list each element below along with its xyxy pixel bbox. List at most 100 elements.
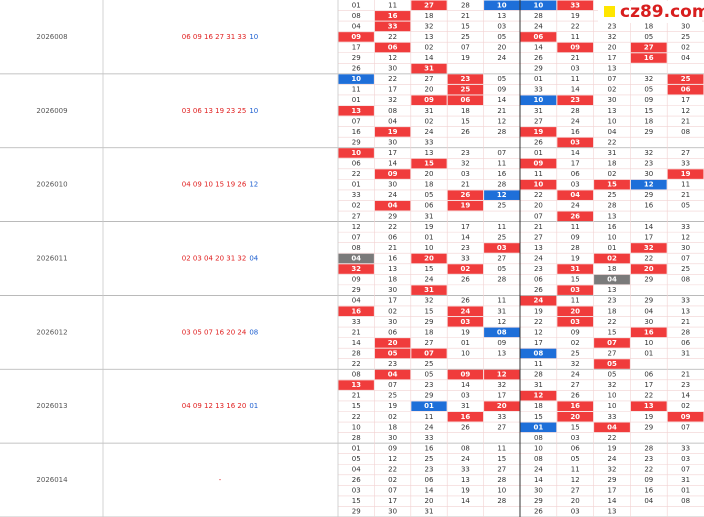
cell: 24 xyxy=(534,297,544,305)
highlight xyxy=(411,63,447,74)
cell: 22 xyxy=(644,466,653,474)
cell: 27 xyxy=(571,381,580,389)
cell: 06 xyxy=(571,444,580,452)
cell: 20 xyxy=(570,307,580,315)
cell: 17 xyxy=(388,86,397,94)
cell: 25 xyxy=(681,33,690,41)
cell: 16 xyxy=(425,444,434,452)
cell: 19 xyxy=(608,444,617,452)
cell: 14 xyxy=(608,497,617,505)
highlight xyxy=(557,42,594,53)
cell: 09 xyxy=(644,476,653,484)
cell: 25 xyxy=(681,265,690,273)
cell: 11 xyxy=(681,181,690,189)
highlight xyxy=(630,179,667,190)
cell: 08 xyxy=(388,107,397,115)
cell: 03 xyxy=(461,392,470,400)
cell: 30 xyxy=(388,138,397,146)
cell: 29 xyxy=(388,212,397,220)
blue-ball: 04 xyxy=(249,255,258,263)
cell: 12 xyxy=(571,476,580,484)
cell: 07 xyxy=(607,339,617,347)
highlight xyxy=(484,327,520,338)
cell: 10 xyxy=(534,181,544,189)
cell: 13 xyxy=(497,12,506,20)
winning-numbers: 03 06 13 19 23 25 10 xyxy=(182,107,259,115)
cell: 14 xyxy=(571,86,580,94)
cell: 13 xyxy=(681,307,690,315)
highlight xyxy=(520,179,557,190)
cell: 07 xyxy=(681,423,690,431)
cell: 02 xyxy=(388,413,397,421)
cell: 23 xyxy=(570,96,580,104)
cell: 18 xyxy=(644,22,653,30)
cell: 17 xyxy=(497,392,506,400)
highlight xyxy=(447,84,484,95)
cell: 11 xyxy=(425,413,434,421)
cell: 20 xyxy=(571,497,580,505)
cell: 03 xyxy=(497,22,506,30)
cell: 18 xyxy=(608,307,617,315)
cell: 33 xyxy=(425,434,434,442)
cell: 33 xyxy=(352,318,361,326)
red-balls: 02 03 04 20 31 32 xyxy=(182,255,247,263)
cell: 21 xyxy=(534,223,543,231)
cell: 04 xyxy=(644,497,653,505)
cell: 28 xyxy=(497,497,506,505)
cell: 24 xyxy=(534,22,543,30)
cell: 21 xyxy=(388,244,397,252)
cell: 04 xyxy=(570,191,580,199)
highlight xyxy=(374,369,411,380)
cell: 01 xyxy=(534,149,543,157)
cell: 08 xyxy=(534,455,543,463)
cell: 20 xyxy=(388,339,398,347)
cell: 11 xyxy=(534,170,543,178)
cell: 28 xyxy=(497,476,506,484)
cell: 16 xyxy=(461,413,471,421)
cell: 24 xyxy=(425,423,434,431)
cell: 22 xyxy=(571,22,580,30)
cell: 31 xyxy=(424,65,434,73)
cell: 10 xyxy=(351,149,361,157)
highlight xyxy=(520,348,557,359)
highlight xyxy=(338,380,374,390)
cell: 11 xyxy=(534,360,543,368)
cell: 29 xyxy=(425,318,434,326)
cell: 19 xyxy=(681,170,691,178)
cell: 27 xyxy=(534,233,543,241)
cell: 08 xyxy=(352,12,361,20)
cell: 21 xyxy=(681,117,690,125)
cell: 10 xyxy=(608,117,617,125)
cell: 26 xyxy=(534,508,543,516)
blue-ball: 10 xyxy=(249,107,258,115)
cell: 07 xyxy=(497,149,506,157)
cell: 30 xyxy=(534,487,543,495)
cell: 25 xyxy=(681,75,691,83)
cell: 15 xyxy=(534,413,543,421)
cell: 18 xyxy=(461,107,470,115)
cell: 03 xyxy=(570,138,580,146)
cell: 04 xyxy=(388,371,398,379)
cell: 14 xyxy=(534,43,543,51)
cell: 21 xyxy=(681,191,690,199)
cell: 07 xyxy=(681,466,690,474)
cell: 22 xyxy=(352,413,361,421)
cell: 07 xyxy=(534,212,543,220)
cell: 06 xyxy=(388,328,397,336)
cell: 24 xyxy=(571,202,580,210)
cell: 26 xyxy=(534,54,543,62)
cell: 16 xyxy=(351,307,361,315)
cell: 26 xyxy=(352,65,361,73)
cell: 17 xyxy=(352,43,361,51)
cell: 11 xyxy=(497,223,506,231)
cell: 27 xyxy=(425,75,434,83)
highlight xyxy=(594,338,630,348)
cell: 19 xyxy=(388,128,398,136)
cell: 14 xyxy=(644,223,653,231)
cell: 19 xyxy=(534,128,544,136)
cell: 19 xyxy=(571,255,580,263)
cell: 05 xyxy=(607,360,617,368)
highlight xyxy=(411,95,447,106)
cell: 26 xyxy=(461,297,470,305)
highlight xyxy=(630,53,667,63)
